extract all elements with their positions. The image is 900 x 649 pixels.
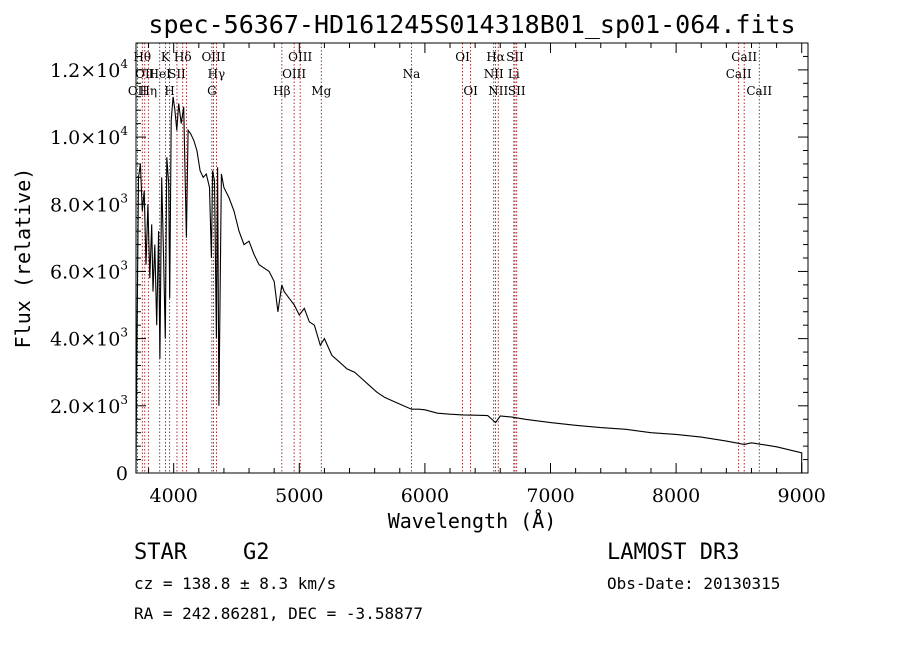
y-tick-label: 1.2×104 [50,57,128,82]
spectral-line-label: K [161,50,171,64]
x-tick-label: 6000 [401,485,449,507]
redshift-velocity: cz = 138.8 ± 8.3 km/s [134,574,336,593]
spectral-line-label: OIII [201,50,225,64]
spectral-line-label: NII [488,84,508,98]
spectral-line-label: NII [484,67,504,81]
spectral-line-label: CaII [746,84,772,98]
spectral-line-label: SII [506,50,524,64]
x-tick-label: 5000 [275,485,323,507]
y-tick-label: 6.0×103 [50,258,128,283]
object-class: STAR [134,540,188,565]
observation-date: Obs-Date: 20130315 [607,574,780,593]
spectral-line-label: CaII [731,50,757,64]
spectral-line-markers: OIIHθOIIHηHeIKHSIIHδGOIIIHγHβOIIIOIIIMgN… [128,43,772,473]
spectral-line-label: SII [508,84,526,98]
chart-title: spec-56367-HD161245S014318B01_sp01-064.f… [148,10,795,39]
spectral-line-label: Hθ [133,50,151,64]
spectral-line-label: OIII [282,67,306,81]
spectral-line-label: Li [508,67,520,81]
spectral-line-label: H [164,84,174,98]
spectral-line-label: Mg [311,84,331,98]
y-axis-label: Flux (relative) [11,168,35,349]
spectral-line-label: G [207,84,217,98]
y-tick-label: 1.0×104 [50,124,128,149]
y-tick-label: 4.0×103 [50,326,128,351]
spectral-line-label: CaII [726,67,752,81]
spectral-line-label: OII [128,84,148,98]
survey-name: LAMOST DR3 [607,540,739,565]
x-tick-label: 9000 [778,485,826,507]
x-tick-label: 7000 [526,485,574,507]
spectral-line-label: Hδ [174,50,192,64]
y-tick-label: 8.0×103 [50,191,128,216]
spectral-line-label: Hη [139,84,157,98]
spectral-line-label: OI [463,84,478,98]
plot-frame [135,42,809,474]
spectral-line-label: Hγ [208,67,226,81]
x-tick-label: 8000 [652,485,700,507]
spectral-line-label: OI [455,50,470,64]
x-axis-label: Wavelength (Å) [388,509,557,533]
object-subclass: G2 [243,540,270,565]
x-tick-label: 4000 [150,485,198,507]
y-tick-label: 2.0×103 [50,393,128,418]
spectrum-line [135,96,803,474]
spectral-line-label: OIII [288,50,312,64]
coordinates: RA = 242.86281, DEC = -3.58877 [134,604,423,623]
spectral-line-label: OII [135,67,155,81]
spectral-line-label: Na [403,67,421,81]
spectral-line-label: Hβ [273,84,290,98]
y-tick-label: 0 [116,463,128,485]
spectral-line-label: Hα [486,50,505,64]
spectral-line-label: SII [168,67,186,81]
y-axis: 0 2.0×103 4.0×103 6.0×103 8.0×103 1.0×104 1.2×… [50,55,808,485]
x-axis: 4000 5000 6000 7000 8000 9000 [148,43,826,507]
spectral-line-label: HeI [149,67,172,81]
